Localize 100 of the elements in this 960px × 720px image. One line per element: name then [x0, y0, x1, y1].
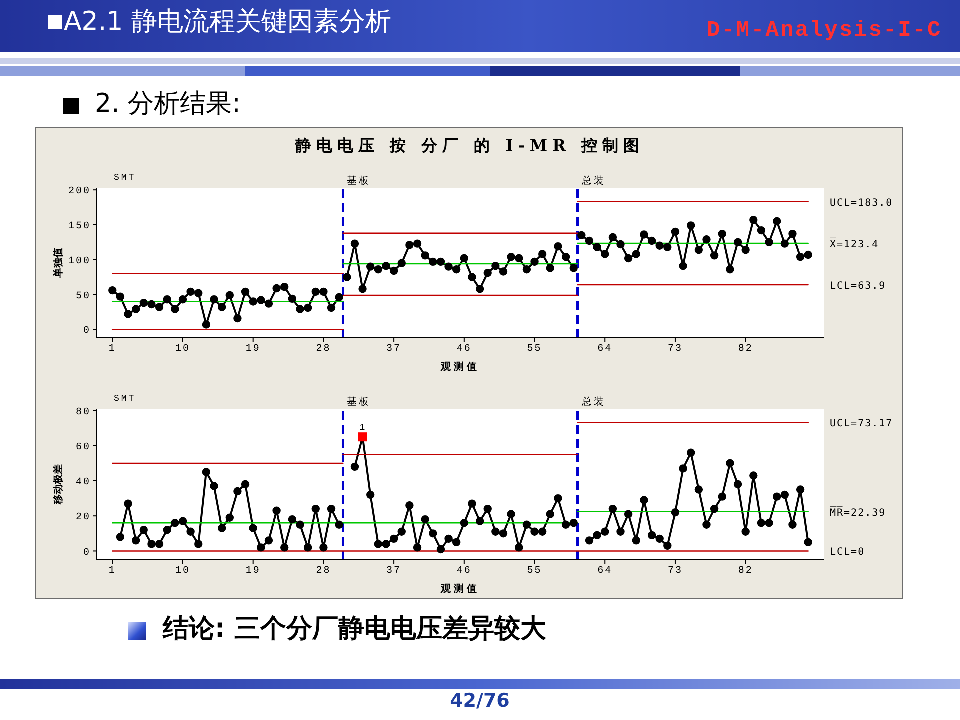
- point: [234, 314, 242, 323]
- point: [186, 288, 195, 296]
- point: [140, 526, 148, 534]
- point: [171, 305, 180, 314]
- point: [178, 517, 188, 526]
- text: X̅=123.4: [830, 238, 880, 251]
- point: [210, 482, 218, 490]
- point: [702, 236, 711, 244]
- point: [350, 462, 360, 472]
- point: [765, 238, 774, 247]
- point: [570, 519, 578, 528]
- point: [413, 544, 422, 552]
- point: [772, 217, 782, 226]
- point: [390, 534, 398, 544]
- point: [608, 504, 618, 514]
- point: [452, 538, 461, 547]
- point: [398, 528, 406, 536]
- point: [710, 504, 719, 514]
- point: [288, 516, 297, 524]
- x-tick-label: 55: [527, 566, 542, 578]
- point: [312, 288, 320, 296]
- point: [687, 448, 696, 457]
- point: [366, 490, 375, 500]
- x-tick-label: 82: [738, 344, 754, 356]
- y-tick-label: 0: [83, 548, 91, 559]
- point: [492, 528, 500, 536]
- y-tick-label: 0: [83, 326, 91, 338]
- x-tick-label: 37: [386, 344, 402, 356]
- point: [632, 536, 640, 545]
- point: [664, 542, 672, 550]
- point: [108, 286, 117, 295]
- x-tick-label: 19: [246, 566, 261, 578]
- point: [288, 294, 297, 304]
- point: [382, 262, 390, 270]
- point: [585, 536, 594, 545]
- y-tick-label: 80: [76, 407, 91, 418]
- point: [374, 540, 383, 548]
- point: [202, 320, 211, 329]
- point: [421, 252, 430, 260]
- point: [648, 236, 656, 246]
- point: [202, 468, 211, 476]
- point: [226, 291, 234, 300]
- point: [382, 540, 390, 548]
- x-tick-label: 1: [108, 566, 116, 578]
- point: [507, 252, 516, 262]
- point: [515, 544, 524, 552]
- point: [124, 310, 132, 318]
- x-tick-label: 55: [527, 344, 542, 356]
- point: [358, 432, 368, 442]
- point: [656, 534, 664, 544]
- point: [413, 240, 422, 248]
- point: [679, 262, 688, 270]
- point: [186, 528, 195, 536]
- point: [327, 304, 336, 312]
- point: [492, 262, 500, 270]
- point: [327, 504, 336, 514]
- text: A2.1 静电流程关键因素分析: [64, 7, 392, 38]
- point: [562, 252, 570, 262]
- point: [320, 544, 328, 552]
- x-tick-label: 73: [668, 566, 683, 578]
- ref-line-label: 基板: [347, 396, 372, 408]
- point: [390, 266, 398, 276]
- x-tick-label: 64: [598, 566, 613, 578]
- point: [734, 238, 742, 247]
- point: [132, 305, 140, 314]
- point: [436, 545, 446, 554]
- chart-title: 静电电压 按 分厂 的 I-MR 控制图: [294, 136, 646, 157]
- point: [757, 226, 766, 235]
- annotation: 1: [360, 423, 366, 434]
- point: [484, 504, 492, 514]
- point: [694, 246, 704, 254]
- point: [210, 296, 218, 304]
- point: [421, 516, 430, 524]
- point: [148, 540, 156, 548]
- point: [804, 250, 812, 260]
- point: [429, 530, 438, 538]
- point: [296, 520, 304, 529]
- x-tick-label: 1: [108, 344, 116, 356]
- point: [194, 289, 203, 298]
- point: [640, 496, 648, 504]
- point: [515, 254, 524, 263]
- point: [507, 510, 516, 518]
- point: [530, 258, 539, 266]
- point: [452, 266, 461, 274]
- point: [140, 299, 148, 308]
- point: [522, 520, 532, 529]
- point: [234, 487, 242, 496]
- y-tick-label: 50: [76, 291, 91, 302]
- point: [499, 268, 508, 276]
- point: [742, 246, 750, 254]
- x-tick-label: 64: [598, 344, 613, 356]
- point: [593, 531, 602, 540]
- point: [249, 524, 258, 532]
- point: [178, 296, 188, 304]
- point: [554, 494, 562, 503]
- point: [702, 520, 711, 529]
- y-tick-label: 200: [68, 186, 91, 198]
- point: [593, 243, 602, 252]
- point: [257, 296, 266, 304]
- x-tick-label: 28: [316, 344, 332, 356]
